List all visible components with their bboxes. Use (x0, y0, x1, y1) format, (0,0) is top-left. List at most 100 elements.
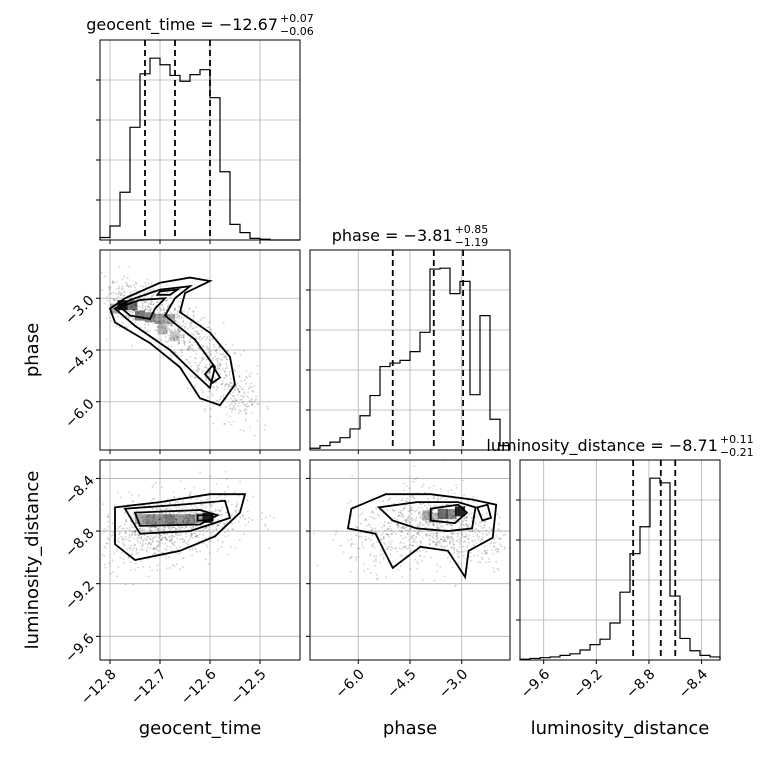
sample-point (425, 507, 428, 510)
sample-point (200, 517, 203, 520)
title-text: geocent_time = −12.67 (86, 15, 278, 35)
sample-point (175, 518, 178, 521)
sample-point (391, 540, 393, 543)
sample-point (165, 517, 168, 520)
sample-point (427, 518, 430, 521)
sample-point (445, 535, 448, 538)
sample-point (427, 514, 430, 517)
sample-point (410, 512, 413, 515)
sample-point (499, 529, 502, 532)
sample-point (397, 515, 400, 518)
sample-point (177, 330, 180, 332)
sample-point (208, 535, 211, 538)
sample-point (100, 289, 103, 291)
sample-point (131, 532, 134, 535)
sample-point (463, 517, 465, 520)
sample-point (418, 530, 420, 533)
sample-point (235, 511, 237, 514)
sample-point (371, 497, 374, 499)
sample-point (214, 355, 216, 358)
sample-point (168, 337, 171, 339)
sample-point (236, 503, 239, 506)
sample-point (450, 517, 453, 520)
sample-point (200, 323, 203, 326)
sample-point (386, 509, 389, 512)
sample-point (157, 316, 160, 319)
x-tick-label: −4.5 (384, 666, 419, 701)
sample-point (242, 388, 245, 391)
sample-point (528, 556, 530, 558)
sample-point (225, 511, 227, 514)
sample-point (193, 515, 196, 517)
sample-point (186, 311, 189, 314)
sample-point (204, 506, 207, 509)
contour-outer (346, 493, 498, 580)
sample-point (364, 535, 366, 538)
sample-point (190, 491, 193, 493)
sample-point (174, 309, 176, 311)
sample-point (101, 272, 103, 274)
sample-point (404, 499, 407, 502)
sample-point (476, 535, 479, 538)
sample-point (174, 351, 176, 354)
histogram-geocent_time (99, 57, 300, 241)
sample-point (250, 385, 253, 388)
sample-point (425, 520, 427, 523)
sample-point (417, 512, 420, 515)
sample-point (215, 525, 218, 528)
sample-point (208, 362, 211, 365)
sample-point (227, 535, 230, 537)
sample-point (481, 536, 484, 539)
sample-point (411, 537, 414, 540)
sample-point (404, 544, 407, 547)
sample-point (363, 570, 366, 572)
sample-point (247, 396, 250, 399)
sample-point (383, 529, 386, 532)
sample-point (476, 538, 479, 541)
sample-point (196, 364, 199, 367)
sample-point (421, 523, 424, 526)
sample-point (435, 542, 438, 545)
sample-point (406, 548, 408, 551)
density-cell (135, 514, 145, 525)
sample-point (466, 515, 469, 518)
sample-point (238, 376, 241, 379)
sample-point (368, 537, 371, 540)
sample-point (113, 299, 115, 301)
sample-point (437, 537, 439, 539)
sample-point (124, 532, 127, 535)
sample-point (234, 510, 236, 513)
sample-point (376, 578, 378, 580)
sample-point (375, 555, 378, 558)
y-tick-label: −9.6 (62, 631, 97, 666)
sample-point (435, 537, 437, 540)
sample-point (436, 538, 438, 541)
sample-point (166, 299, 169, 302)
sample-point (123, 294, 126, 297)
sample-point (241, 514, 244, 517)
sample-point (358, 547, 361, 550)
sample-point (134, 305, 137, 308)
sample-point (103, 527, 106, 530)
sample-point (170, 538, 173, 541)
sample-point (183, 343, 186, 346)
sample-point (408, 544, 411, 547)
sample-point (431, 517, 434, 519)
sample-point (449, 524, 452, 527)
sample-point (220, 498, 223, 501)
sample-point (201, 371, 204, 374)
sample-point (120, 287, 123, 290)
sample-point (527, 529, 529, 531)
sample-point (388, 498, 391, 501)
sample-point (171, 329, 173, 332)
sample-point (359, 531, 362, 534)
sample-point (415, 509, 418, 512)
sample-point (176, 312, 179, 314)
sample-point (386, 528, 388, 531)
histogram-phase (309, 267, 511, 450)
sample-point (151, 569, 153, 572)
sample-point (462, 545, 465, 548)
sample-point (437, 499, 440, 501)
sample-point (154, 547, 157, 550)
sample-point (221, 358, 224, 361)
